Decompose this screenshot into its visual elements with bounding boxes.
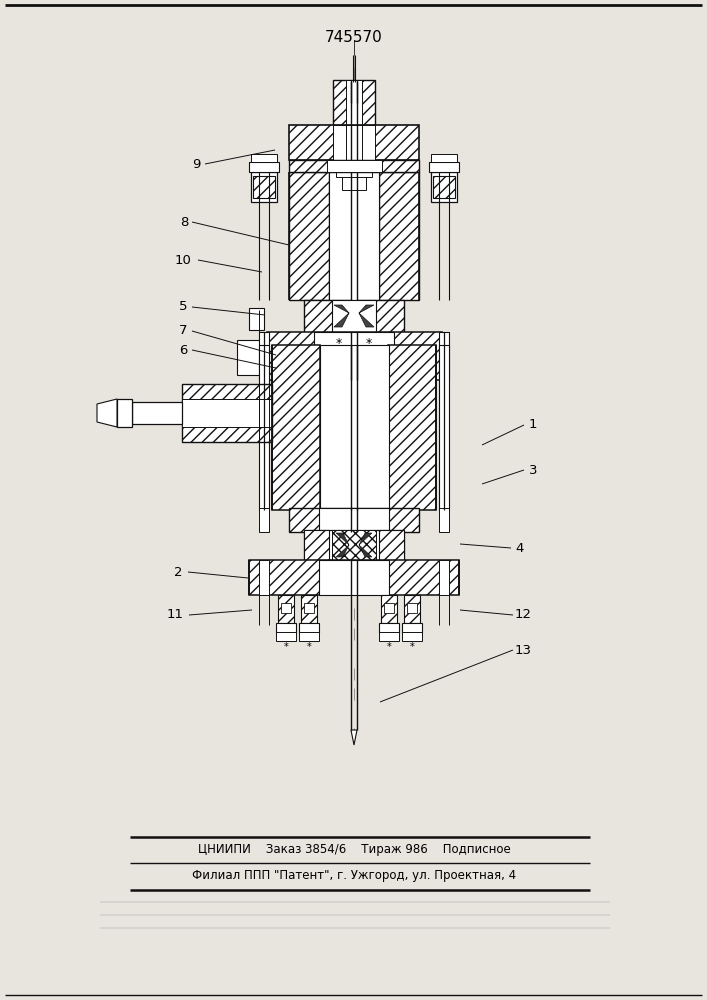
- Bar: [319, 508, 389, 532]
- Bar: [332, 530, 376, 560]
- Bar: [439, 508, 449, 532]
- Bar: [336, 172, 372, 177]
- Bar: [281, 603, 291, 613]
- Text: 8: 8: [180, 216, 188, 229]
- Bar: [439, 332, 449, 380]
- Bar: [439, 345, 449, 510]
- Text: 6: 6: [179, 344, 187, 357]
- Bar: [402, 632, 422, 641]
- Bar: [404, 595, 420, 623]
- Bar: [299, 623, 319, 633]
- Bar: [327, 160, 382, 172]
- Polygon shape: [359, 533, 372, 557]
- Bar: [182, 399, 272, 427]
- Bar: [379, 530, 404, 560]
- Bar: [132, 402, 182, 424]
- Bar: [346, 125, 362, 160]
- Text: 7: 7: [179, 324, 187, 338]
- Bar: [439, 560, 449, 595]
- Bar: [301, 595, 317, 623]
- Bar: [332, 300, 376, 335]
- Bar: [433, 176, 455, 198]
- Text: *: *: [409, 642, 414, 652]
- Bar: [237, 340, 267, 375]
- Text: 12: 12: [515, 608, 532, 621]
- Bar: [357, 300, 404, 335]
- Text: 1: 1: [529, 418, 537, 432]
- Text: 5: 5: [179, 300, 187, 314]
- Bar: [259, 508, 269, 532]
- Bar: [379, 632, 399, 641]
- Bar: [289, 125, 419, 160]
- Bar: [379, 623, 399, 633]
- Bar: [249, 560, 459, 595]
- Polygon shape: [334, 305, 349, 327]
- Bar: [429, 162, 459, 172]
- Bar: [259, 332, 269, 380]
- Bar: [333, 125, 375, 160]
- Bar: [259, 560, 269, 595]
- Bar: [346, 80, 362, 125]
- Text: 11: 11: [167, 608, 184, 621]
- Bar: [272, 345, 320, 510]
- Bar: [304, 300, 351, 335]
- Text: 13: 13: [515, 644, 532, 656]
- Bar: [379, 172, 419, 300]
- Bar: [320, 345, 389, 510]
- Bar: [276, 623, 296, 633]
- Text: 2: 2: [174, 566, 182, 578]
- Text: *: *: [387, 642, 392, 652]
- Bar: [327, 160, 382, 172]
- Bar: [251, 154, 277, 162]
- Bar: [182, 384, 272, 442]
- Bar: [251, 172, 277, 202]
- Bar: [388, 345, 436, 510]
- Bar: [304, 530, 404, 560]
- Bar: [304, 603, 314, 613]
- Bar: [278, 595, 294, 623]
- Text: 3: 3: [529, 464, 537, 477]
- Bar: [319, 560, 389, 595]
- Bar: [289, 172, 329, 300]
- Bar: [117, 399, 132, 427]
- Bar: [333, 80, 375, 125]
- Bar: [314, 332, 394, 380]
- Bar: [402, 623, 422, 633]
- Text: 9: 9: [192, 157, 200, 170]
- Text: *: *: [307, 642, 311, 652]
- Polygon shape: [359, 305, 374, 327]
- Bar: [289, 508, 419, 532]
- Bar: [431, 172, 457, 202]
- Text: *: *: [366, 336, 372, 350]
- Polygon shape: [97, 399, 117, 427]
- Bar: [259, 345, 269, 510]
- Bar: [289, 160, 419, 172]
- Bar: [431, 154, 457, 162]
- Bar: [346, 160, 362, 172]
- Bar: [299, 632, 319, 641]
- Text: 4: 4: [516, 542, 524, 554]
- Bar: [267, 332, 442, 380]
- Text: ЦНИИПИ    Заказ 3854/6    Тираж 986    Подписное: ЦНИИПИ Заказ 3854/6 Тираж 986 Подписное: [198, 844, 510, 856]
- Polygon shape: [351, 730, 357, 745]
- Bar: [407, 603, 417, 613]
- Bar: [334, 335, 374, 355]
- Bar: [249, 162, 279, 172]
- Bar: [329, 172, 379, 300]
- Bar: [304, 530, 329, 560]
- Text: *: *: [336, 336, 342, 350]
- Bar: [253, 176, 275, 198]
- Text: Филиал ППП "Патент", г. Ужгород, ул. Проектная, 4: Филиал ППП "Патент", г. Ужгород, ул. Про…: [192, 869, 516, 882]
- Bar: [381, 595, 397, 623]
- Text: 745570: 745570: [325, 29, 383, 44]
- Bar: [342, 172, 366, 190]
- Text: 10: 10: [175, 253, 192, 266]
- Text: *: *: [284, 642, 288, 652]
- Bar: [384, 603, 394, 613]
- Polygon shape: [336, 533, 349, 557]
- Bar: [276, 632, 296, 641]
- Bar: [249, 308, 264, 330]
